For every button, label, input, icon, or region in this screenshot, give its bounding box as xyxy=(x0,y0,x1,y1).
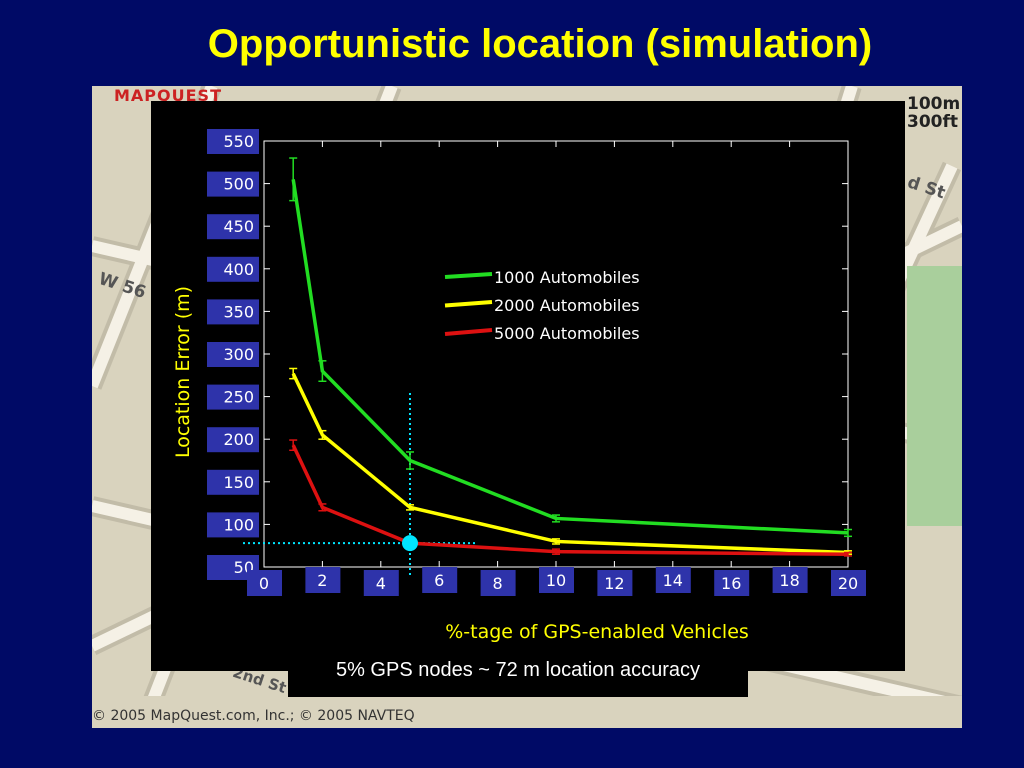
y-tick-label: 200 xyxy=(223,430,254,449)
y-tick-box xyxy=(207,512,259,538)
y-tick-box xyxy=(207,129,259,154)
caption-box: 5% GPS nodes ~ 72 m location accuracy xyxy=(288,647,748,697)
x-tick-label: 18 xyxy=(779,571,799,590)
y-tick-box xyxy=(207,469,259,495)
x-tick-box xyxy=(422,567,458,593)
y-tick-label: 550 xyxy=(223,132,254,151)
map-scale-bottom: 300ft xyxy=(907,112,959,132)
x-tick-box xyxy=(597,570,633,596)
x-tick-label: 12 xyxy=(604,574,624,593)
legend-swatch xyxy=(444,328,493,336)
y-tick-box xyxy=(207,214,259,240)
y-tick-label: 400 xyxy=(223,260,254,279)
y-tick-label: 150 xyxy=(223,473,254,492)
y-tick-label: 250 xyxy=(223,388,254,407)
y-tick-box xyxy=(207,342,259,367)
legend-label: 2000 Automobiles xyxy=(494,296,640,315)
legend-swatch xyxy=(444,300,493,308)
legend-label: 1000 Automobiles xyxy=(494,268,640,287)
x-tick-box xyxy=(831,570,866,596)
plot-frame xyxy=(263,140,849,568)
y-tick-label: 350 xyxy=(223,302,254,321)
x-tick-label: 2 xyxy=(317,571,327,590)
y-tick-box xyxy=(207,427,259,453)
legend-label: 5000 Automobiles xyxy=(494,324,640,343)
x-tick-label: 4 xyxy=(376,574,386,593)
x-tick-box xyxy=(480,570,516,596)
x-tick-box xyxy=(539,567,574,593)
y-tick-box xyxy=(207,171,259,197)
map-scale-top: 100m xyxy=(907,94,961,114)
y-tick-box xyxy=(207,384,259,410)
series-line xyxy=(291,444,849,556)
x-tick-label: 0 xyxy=(259,574,269,593)
park-area xyxy=(907,266,962,526)
slide-title: Opportunistic location (simulation) xyxy=(207,22,873,66)
y-tick-label: 500 xyxy=(223,175,254,194)
x-tick-label: 16 xyxy=(721,574,741,593)
x-tick-label: 10 xyxy=(546,571,566,590)
y-tick-label: 300 xyxy=(223,345,254,364)
x-tick-label: 8 xyxy=(493,574,503,593)
x-tick-label: 20 xyxy=(838,574,858,593)
y-tick-label: 100 xyxy=(223,515,254,534)
x-tick-box xyxy=(363,570,399,596)
x-tick-box xyxy=(655,567,691,593)
series-line xyxy=(291,372,849,555)
y-tick-box xyxy=(207,256,259,282)
y-axis-label: Location Error (m) xyxy=(172,285,194,459)
legend-swatch xyxy=(444,272,493,279)
x-tick-label: 14 xyxy=(663,571,683,590)
x-tick-box xyxy=(772,567,808,593)
x-tick-box xyxy=(247,570,282,596)
y-tick-label: 450 xyxy=(223,217,254,236)
highlight-point xyxy=(402,535,418,552)
x-axis-label: %-tage of GPS-enabled Vehicles xyxy=(445,621,749,643)
mapquest-logo: MAPQUEST xyxy=(114,86,222,105)
x-tick-box xyxy=(305,567,341,593)
x-tick-box xyxy=(714,570,750,596)
map-copyright: © 2005 MapQuest.com, Inc.; © 2005 NAVTEQ xyxy=(92,708,415,724)
y-tick-box xyxy=(207,299,259,325)
x-tick-label: 6 xyxy=(434,571,444,590)
